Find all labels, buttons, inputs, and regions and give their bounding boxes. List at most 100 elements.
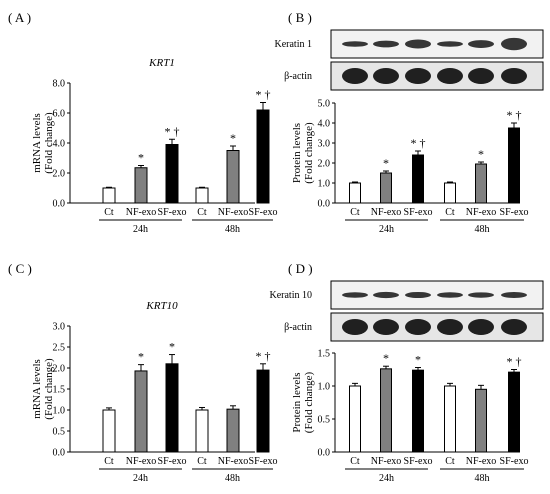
blot-label: β-actin — [284, 322, 312, 333]
bar-sf-exo — [256, 109, 270, 204]
x-tick-label: SF-exo — [500, 456, 529, 467]
bar-nf-exo — [380, 172, 392, 204]
group-label: 24h — [133, 473, 148, 484]
bar-ct — [444, 385, 456, 453]
x-tick-label: SF-exo — [158, 456, 187, 467]
x-tick-label: Ct — [445, 207, 455, 218]
bar-ct — [195, 409, 209, 453]
bar-ct — [444, 182, 456, 204]
y-axis-label-line: (Fold change) — [303, 122, 315, 184]
panel-c: ( C ) KRT10 0.0 0.5 1.0 1.5 2.0 2.5 3.0 mRNA leve… — [8, 261, 277, 484]
blot-label: Keratin 1 — [275, 39, 313, 50]
panel-label: ( A ) — [8, 10, 31, 25]
bar-nf-exo — [475, 163, 487, 204]
y-axis-label: Protein levels(Fold change) — [291, 122, 315, 184]
bar-ct — [102, 187, 116, 204]
chart-title: KRT1 — [148, 57, 175, 69]
western-blot: Keratin 10 β-actin — [270, 280, 544, 342]
bar-sf-exo — [412, 154, 424, 204]
significance-mark: * † — [411, 136, 426, 150]
y-tick-label: 0.0 — [53, 448, 66, 459]
blot-band — [405, 39, 431, 49]
y-tick-label: 2.0 — [53, 169, 66, 180]
blot-band — [373, 40, 399, 48]
bar-ct — [195, 187, 209, 204]
significance-mark: * — [383, 351, 389, 365]
bar-nf-exo — [226, 408, 240, 453]
y-tick-label: 2.0 — [318, 159, 331, 170]
x-tick-label: Ct — [197, 207, 207, 218]
group-label: 48h — [475, 473, 490, 484]
y-tick-label: 1.5 — [53, 385, 66, 396]
blot-band — [437, 319, 463, 335]
x-tick-label: Ct — [350, 456, 360, 467]
x-tick-label: SF-exo — [249, 456, 278, 467]
bar-ct — [349, 182, 361, 204]
group-label: 48h — [475, 224, 490, 235]
blot-band — [437, 41, 463, 47]
panel-label: ( B ) — [288, 10, 312, 25]
x-tick-label: NF-exo — [371, 456, 402, 467]
x-tick-label: NF-exo — [466, 456, 497, 467]
blot-band — [405, 291, 431, 299]
y-tick-label: 0.5 — [53, 427, 66, 438]
blot-band — [342, 68, 368, 84]
blot-band — [468, 292, 494, 298]
x-tick-label: SF-exo — [404, 207, 433, 218]
y-tick-label: 8.0 — [53, 79, 66, 90]
panel-a: ( A ) KRT1 0.0 2.0 4.0 6.0 8.0 mRNA levels(Fold… — [8, 10, 277, 235]
y-axis-label-line: Protein levels — [291, 123, 303, 183]
blot-band — [501, 291, 527, 299]
significance-mark: * — [169, 340, 175, 354]
significance-mark: * — [415, 353, 421, 367]
y-tick-label: 4.0 — [318, 119, 331, 130]
blot-band — [373, 319, 399, 335]
bar-sf-exo — [256, 369, 270, 453]
y-axis-label: Protein levels(Fold change) — [291, 371, 315, 433]
y-tick-label: 2.5 — [53, 343, 66, 354]
blot-band — [501, 319, 527, 335]
panel-label: ( D ) — [288, 261, 313, 276]
significance-mark: * † — [165, 124, 180, 138]
bar-sf-exo — [165, 363, 179, 453]
blot-band — [342, 41, 368, 47]
y-tick-label: 1.0 — [53, 406, 66, 417]
blot-band — [468, 40, 494, 48]
y-tick-label: 1.5 — [318, 349, 331, 360]
blot-band — [405, 319, 431, 335]
x-tick-label: NF-exo — [126, 456, 157, 467]
group-label: 48h — [225, 224, 240, 235]
blot-band — [468, 319, 494, 335]
y-tick-label: 1.0 — [318, 179, 331, 190]
y-tick-label: 0.0 — [53, 199, 66, 210]
x-tick-label: Ct — [104, 207, 114, 218]
bar-nf-exo — [134, 370, 148, 453]
blot-band — [405, 68, 431, 84]
y-tick-label: 0.0 — [318, 199, 331, 210]
bar-nf-exo — [226, 150, 240, 204]
bar-ct — [349, 385, 361, 453]
x-tick-label: SF-exo — [500, 207, 529, 218]
bar-sf-exo — [508, 371, 520, 453]
x-tick-label: NF-exo — [126, 207, 157, 218]
x-tick-label: NF-exo — [218, 456, 249, 467]
x-tick-label: SF-exo — [249, 207, 278, 218]
x-tick-label: NF-exo — [218, 207, 249, 218]
bar-nf-exo — [134, 167, 148, 204]
x-tick-label: NF-exo — [371, 207, 402, 218]
significance-mark: * † — [256, 349, 271, 363]
y-axis-label-line: (Fold change) — [43, 358, 55, 420]
significance-mark: * — [138, 151, 144, 165]
blot-band — [373, 68, 399, 84]
panel-b: ( B ) Keratin 1 β-actin 0.0 1.0 2.0 3.0 4.0 5.0 P… — [275, 10, 544, 235]
y-tick-label: 0.0 — [318, 448, 331, 459]
group-label: 24h — [379, 224, 394, 235]
y-tick-label: 5.0 — [318, 99, 331, 110]
y-axis-label-line: (Fold change) — [43, 112, 55, 174]
significance-mark: * † — [507, 108, 522, 122]
x-tick-label: Ct — [350, 207, 360, 218]
group-label: 24h — [133, 224, 148, 235]
x-tick-label: SF-exo — [158, 207, 187, 218]
significance-mark: * — [230, 131, 236, 145]
